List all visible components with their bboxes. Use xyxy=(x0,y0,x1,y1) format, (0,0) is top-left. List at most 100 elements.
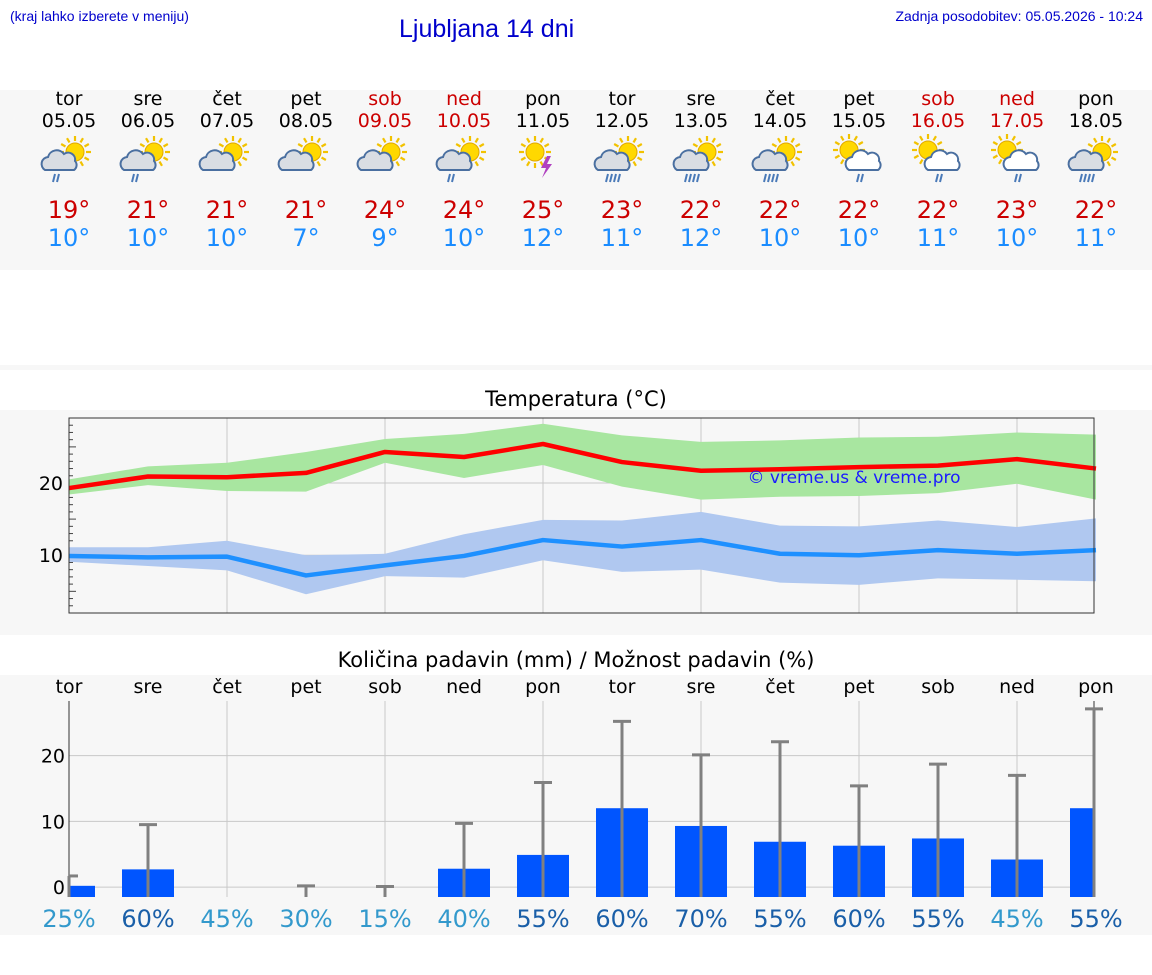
plot-frame xyxy=(68,417,1095,614)
day-column: ned 10.05 24° 10° xyxy=(424,88,504,252)
sun-thunder-icon xyxy=(503,132,583,196)
day-column: sre 13.05 22° 12° xyxy=(661,88,741,252)
min-temp: 11° xyxy=(1074,224,1118,252)
min-temp: 9° xyxy=(371,224,399,252)
precip-bar xyxy=(69,885,95,897)
precip-probability: 60% xyxy=(832,905,885,933)
range-band xyxy=(69,423,1096,500)
day-date: 17.05 xyxy=(989,110,1045,132)
sun-cloud-rain-icon xyxy=(819,132,899,196)
partly-cloudy-heavy-rain-icon xyxy=(582,132,662,196)
min-temp: 11° xyxy=(600,224,644,252)
y-tick-label: 0 xyxy=(53,877,65,899)
partly-cloudy-icon xyxy=(187,132,267,196)
precip-probability: 70% xyxy=(674,905,727,933)
day-date: 07.05 xyxy=(199,110,255,132)
max-temp: 23° xyxy=(995,196,1039,224)
precip-probability: 55% xyxy=(1069,905,1122,933)
daily-forecast: tor 05.05 19° 10° sre 06.05 21° 10° čet 07.05 21° 1… xyxy=(0,87,1152,269)
x-category-label: ned xyxy=(999,676,1035,698)
x-category-label: tor xyxy=(56,676,83,698)
max-temp: 25° xyxy=(521,196,565,224)
x-category-label: čet xyxy=(212,676,242,698)
forecast-band xyxy=(0,90,1152,270)
day-column: sob 09.05 24° 9° xyxy=(345,88,425,252)
day-date: 06.05 xyxy=(120,110,176,132)
x-category-label: sre xyxy=(134,676,163,698)
day-name: pet xyxy=(843,88,875,110)
day-date: 14.05 xyxy=(752,110,808,132)
day-name: pet xyxy=(290,88,322,110)
day-name: sob xyxy=(921,88,955,110)
min-temp: 12° xyxy=(521,224,565,252)
min-temp: 11° xyxy=(916,224,960,252)
min-temp: 10° xyxy=(442,224,486,252)
max-temp: 21° xyxy=(126,196,170,224)
precip-probability: 45% xyxy=(200,905,253,933)
watermark: © vreme.us & vreme.pro xyxy=(747,468,960,488)
day-name: sre xyxy=(133,88,163,110)
day-date: 16.05 xyxy=(910,110,966,132)
max-temp: 21° xyxy=(205,196,249,224)
separator xyxy=(0,365,1152,370)
max-temp: 21° xyxy=(284,196,328,224)
y-tick-label: 10 xyxy=(39,545,63,567)
precip-probability: 30% xyxy=(279,905,332,933)
precip-probability: 45% xyxy=(990,905,1043,933)
partly-cloudy-rain-icon xyxy=(424,132,504,196)
last-update: Zadnja posodobitev: 05.05.2026 - 10:24 xyxy=(895,8,1143,24)
y-tick-label: 10 xyxy=(41,811,65,833)
temperature-chart: 10 20 © vreme.us & vreme.pro xyxy=(39,417,1097,614)
partly-cloudy-heavy-rain-icon xyxy=(661,132,741,196)
day-name: pon xyxy=(525,88,561,110)
day-column: sre 06.05 21° 10° xyxy=(108,88,188,252)
location-hint: (kraj lahko izberete v meniju) xyxy=(10,8,189,24)
max-temp: 23° xyxy=(600,196,644,224)
x-category-label: sob xyxy=(368,676,402,698)
partly-cloudy-rain-icon xyxy=(29,132,109,196)
x-category-label: pet xyxy=(290,676,321,698)
temperature-title: Temperatura (°C) xyxy=(485,387,667,411)
day-date: 10.05 xyxy=(436,110,492,132)
day-name: čet xyxy=(212,88,242,110)
precip-probability: 55% xyxy=(911,905,964,933)
precip-title: Količina padavin (mm) / Možnost padavin … xyxy=(337,648,815,672)
partly-cloudy-heavy-rain-icon xyxy=(1056,132,1136,196)
day-date: 13.05 xyxy=(673,110,729,132)
precip-probability: 55% xyxy=(753,905,806,933)
partly-cloudy-rain-icon xyxy=(108,132,188,196)
precip-probability: 55% xyxy=(516,905,569,933)
max-temp: 24° xyxy=(363,196,407,224)
day-column: čet 07.05 21° 10° xyxy=(187,88,267,252)
day-date: 11.05 xyxy=(515,110,571,132)
x-category-label: sre xyxy=(687,676,716,698)
max-temp: 24° xyxy=(442,196,486,224)
x-category-label: pon xyxy=(1078,676,1114,698)
min-temp: 12° xyxy=(679,224,723,252)
day-name: sre xyxy=(686,88,716,110)
max-temp: 19° xyxy=(47,196,91,224)
day-name: ned xyxy=(446,88,482,110)
day-column: tor 05.05 19° 10° xyxy=(29,88,109,252)
day-column: sob 16.05 22° 11° xyxy=(898,88,978,252)
partly-cloudy-heavy-rain-icon xyxy=(740,132,820,196)
day-name: ned xyxy=(999,88,1035,110)
sun-cloud-rain-icon xyxy=(977,132,1057,196)
day-date: 05.05 xyxy=(41,110,97,132)
max-temp: 22° xyxy=(758,196,802,224)
min-temp: 7° xyxy=(292,224,320,252)
day-name: sob xyxy=(368,88,402,110)
max-temp: 22° xyxy=(837,196,881,224)
day-date: 12.05 xyxy=(594,110,650,132)
precipitation-chart: tor sre čet pet sob ned pon tor sre čet pet sob ned p… xyxy=(41,676,1123,933)
day-column: pon 18.05 22° 11° xyxy=(1056,88,1136,252)
y-tick-label: 20 xyxy=(39,473,63,495)
day-column: pet 15.05 22° 10° xyxy=(819,88,899,252)
partly-cloudy-icon xyxy=(345,132,425,196)
sun-cloud-rain-icon xyxy=(898,132,978,196)
day-name: pon xyxy=(1078,88,1114,110)
page-title: Ljubljana 14 dni xyxy=(399,15,575,43)
series-line xyxy=(68,537,1097,578)
precip-probability: 25% xyxy=(42,905,95,933)
max-temp: 22° xyxy=(916,196,960,224)
